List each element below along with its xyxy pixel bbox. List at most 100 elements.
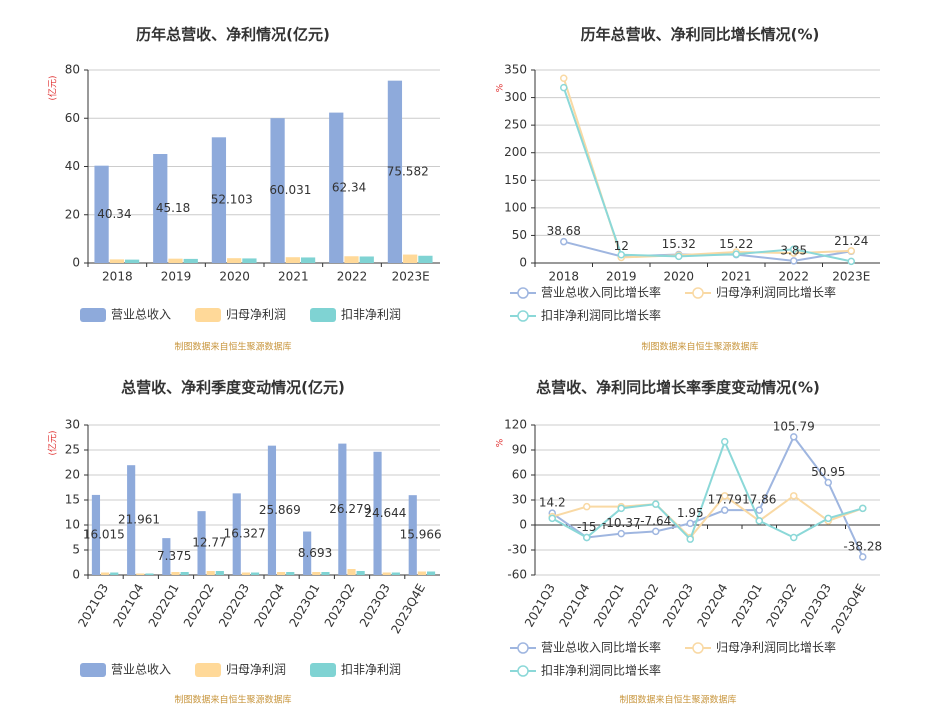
value-label: 17.86	[742, 493, 776, 507]
legend-label: 扣非净利润	[341, 308, 401, 322]
bar	[347, 569, 356, 575]
value-label: 15.966	[400, 528, 442, 542]
bar	[408, 495, 417, 575]
legend-marker	[517, 287, 529, 299]
point	[790, 245, 798, 253]
x-tick-label: 2021	[721, 270, 752, 284]
point	[617, 529, 625, 538]
point	[847, 257, 855, 266]
value-label: 8.693	[298, 546, 332, 560]
bar	[91, 494, 101, 575]
chart-title: 历年总营收、净利情况(亿元)	[136, 26, 330, 44]
point	[617, 250, 625, 259]
x-tick-label: 2021Q4	[556, 581, 592, 629]
bar	[356, 571, 365, 575]
y-tick-label: 0	[72, 256, 80, 270]
bar	[153, 154, 168, 263]
source-note: 制图数据来自恒生聚源数据库	[619, 694, 736, 706]
bar	[206, 571, 215, 575]
bar	[215, 571, 224, 575]
line	[562, 77, 852, 259]
point	[721, 506, 729, 514]
point	[675, 252, 683, 261]
legend-swatch	[195, 308, 221, 322]
bar	[344, 256, 359, 263]
bar	[241, 572, 250, 575]
line	[562, 87, 852, 263]
value-label: 38.68	[547, 224, 581, 238]
value-label: -7.64	[640, 514, 671, 528]
bar	[242, 258, 257, 263]
y-tick-label: 40	[65, 159, 80, 173]
bar	[171, 572, 180, 575]
legend-label: 营业总收入	[111, 308, 171, 322]
y-tick-label: 60	[512, 468, 527, 482]
y-axis-label: %	[496, 438, 506, 447]
point	[686, 519, 694, 528]
x-tick-label: 2022Q1	[591, 581, 627, 629]
legend-swatch	[80, 663, 106, 677]
legend-marker	[517, 665, 529, 677]
bar	[418, 255, 433, 263]
legend-swatch	[80, 308, 106, 322]
x-tick-label: 2022Q3	[660, 581, 696, 629]
y-tick-label: 150	[504, 173, 527, 187]
legend-label: 归母净利润同比增长率	[716, 285, 836, 300]
point	[617, 504, 625, 513]
value-label: 45.18	[156, 201, 190, 215]
bar	[312, 572, 321, 575]
bar	[391, 572, 400, 575]
y-tick-label: 200	[504, 145, 527, 159]
x-tick-label: 2022	[337, 270, 368, 284]
point	[686, 535, 694, 543]
y-axis-label: (亿元)	[47, 75, 59, 100]
y-tick-label: 250	[504, 118, 527, 132]
value-label: 12.77	[192, 536, 226, 550]
bar	[285, 257, 300, 263]
value-label: 16.015	[83, 527, 125, 541]
value-label: 75.582	[387, 164, 429, 178]
point	[790, 492, 798, 500]
x-tick-label: 2023Q2	[763, 581, 799, 629]
bar	[267, 445, 277, 575]
value-label: 26.279	[329, 502, 371, 516]
x-tick-label: 2019	[606, 270, 637, 284]
bar	[329, 112, 344, 263]
x-tick-label: 2023Q3	[798, 581, 834, 629]
point	[652, 500, 660, 508]
x-tick-label: 2022Q1	[146, 581, 182, 629]
value-label: 12	[614, 239, 629, 253]
point	[755, 517, 763, 525]
point	[824, 514, 832, 523]
legend-marker	[517, 310, 529, 322]
point	[790, 257, 798, 265]
y-tick-label: 0	[519, 256, 527, 270]
chart-title: 总营收、净利同比增长率季度变动情况(%)	[536, 379, 820, 397]
value-label: 16.327	[224, 527, 266, 541]
point	[721, 492, 729, 500]
value-label: 40.34	[97, 207, 131, 221]
x-tick-label: 2023E	[392, 270, 430, 284]
value-label: 15.22	[719, 237, 753, 251]
x-tick-label: 2022Q4	[251, 581, 287, 629]
bar	[270, 118, 285, 264]
y-axis-label: (亿元)	[47, 430, 59, 455]
legend-label: 营业总收入同比增长率	[541, 640, 661, 655]
legend-label: 扣非净利润	[341, 663, 401, 677]
y-tick-label: 60	[65, 111, 80, 125]
bar	[286, 572, 295, 575]
y-tick-label: 20	[65, 207, 80, 221]
y-tick-label: 100	[504, 200, 527, 214]
value-label: -10.37	[602, 516, 641, 530]
value-label: 17.79	[708, 493, 742, 507]
value-label: 1.95	[677, 506, 704, 520]
bar	[183, 258, 198, 263]
x-tick-label: 2020	[663, 270, 694, 284]
chart: 历年总营收、净利同比增长情况(%)% 0 50 100 150 200 250 300 350 2…	[496, 26, 880, 353]
bar	[387, 80, 403, 264]
legend-marker	[692, 287, 704, 299]
point	[560, 83, 568, 92]
bar	[321, 572, 330, 575]
chart-title: 历年总营收、净利同比增长情况(%)	[581, 26, 820, 44]
